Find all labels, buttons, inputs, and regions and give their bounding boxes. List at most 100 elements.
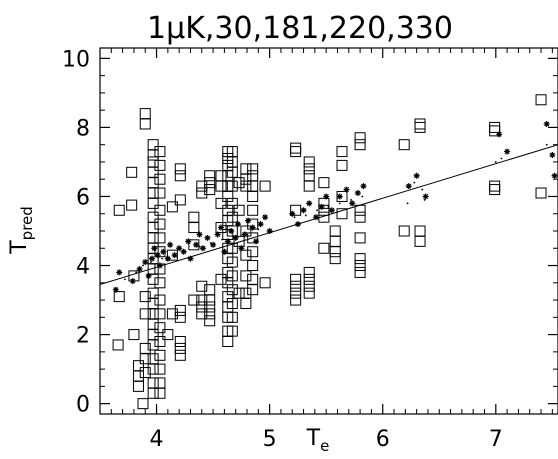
asterisk-point — [551, 172, 558, 179]
dot-point — [500, 157, 503, 160]
square-point — [139, 342, 151, 354]
square-point — [226, 242, 238, 254]
square-point — [154, 218, 166, 230]
square-point — [290, 146, 302, 158]
square-point — [318, 242, 330, 254]
square-point — [535, 94, 547, 106]
asterisk-point — [323, 193, 330, 200]
dot-point — [361, 195, 364, 198]
dot-point — [316, 209, 319, 212]
dot-point — [423, 199, 426, 201]
square-point — [196, 308, 208, 320]
asterisk-point — [149, 255, 156, 262]
square-point — [226, 270, 238, 282]
square-point — [204, 170, 216, 182]
square-point — [226, 225, 238, 237]
asterisk-point — [354, 190, 361, 197]
asterisk-point — [210, 241, 217, 248]
square-point — [204, 184, 216, 196]
square-point — [336, 208, 348, 220]
square-point — [139, 118, 151, 130]
square-point — [318, 177, 330, 189]
square-point — [226, 180, 238, 192]
square-point — [166, 201, 178, 213]
square-point — [226, 325, 238, 337]
asterisk-point — [306, 200, 313, 207]
dot-point — [232, 235, 235, 238]
asterisk-points — [112, 120, 558, 293]
square-point — [303, 273, 315, 285]
square-point — [174, 335, 186, 347]
square-point — [154, 232, 166, 244]
asterisk-point — [151, 245, 158, 252]
asterisk-point — [496, 131, 503, 138]
asterisk-point — [214, 231, 221, 238]
square-point — [222, 335, 234, 347]
square-point — [303, 287, 315, 299]
square-point — [139, 108, 151, 120]
square-point — [147, 187, 159, 199]
x-tick-label: 5 — [263, 427, 277, 452]
square-point — [137, 398, 149, 410]
square-point — [354, 204, 366, 216]
square-point — [247, 284, 259, 296]
square-point — [139, 367, 151, 379]
square-point — [132, 370, 144, 382]
square-point — [329, 253, 341, 265]
asterisk-point — [343, 186, 350, 193]
square-point — [233, 177, 245, 189]
square-point — [139, 308, 151, 320]
square-point — [240, 249, 252, 261]
asterisk-point — [234, 221, 241, 228]
asterisk-point — [253, 238, 260, 245]
square-point — [414, 225, 426, 237]
square-point — [126, 199, 138, 211]
square-point — [196, 180, 208, 192]
square-point — [174, 194, 186, 206]
square-point — [226, 311, 238, 323]
square-point — [147, 298, 159, 310]
square-point — [354, 266, 366, 278]
square-point — [354, 211, 366, 223]
dot-point — [338, 202, 341, 205]
square-point — [139, 291, 151, 303]
asterisk-point — [245, 217, 252, 224]
square-point — [240, 173, 252, 185]
asterisk-point — [160, 248, 167, 255]
square-point — [132, 360, 144, 372]
square-point — [215, 222, 227, 234]
square-point — [147, 232, 159, 244]
square-point — [354, 260, 366, 272]
square-point — [174, 304, 186, 316]
asterisk-point — [328, 207, 335, 214]
square-point — [226, 298, 238, 310]
asterisk-point — [224, 238, 231, 245]
asterisk-point — [221, 248, 228, 255]
square-point — [196, 280, 208, 292]
x-axis-title: Te — [306, 426, 330, 455]
dot-point — [209, 242, 212, 244]
square-point — [204, 308, 216, 320]
asterisk-point — [187, 255, 194, 262]
asterisk-point — [360, 183, 367, 190]
square-point — [147, 339, 159, 351]
asterisk-point — [156, 262, 163, 269]
square-point — [240, 270, 252, 282]
square-point — [290, 142, 302, 154]
square-point — [174, 311, 186, 323]
tick-labels: 4 5 6 7 0 2 4 6 8 10 — [62, 47, 503, 452]
asterisk-point — [145, 272, 152, 279]
asterisk-point — [199, 245, 206, 252]
square-point — [414, 235, 426, 247]
square-point — [215, 180, 227, 192]
square-point — [154, 277, 166, 289]
square-point — [247, 273, 259, 285]
asterisk-point — [218, 224, 225, 231]
square-point — [489, 125, 501, 137]
x-tick-label: 4 — [150, 427, 164, 452]
asterisk-point — [349, 200, 356, 207]
asterisk-point — [312, 214, 319, 221]
asterisk-point — [336, 193, 343, 200]
square-point — [113, 291, 125, 303]
square-point — [414, 118, 426, 130]
